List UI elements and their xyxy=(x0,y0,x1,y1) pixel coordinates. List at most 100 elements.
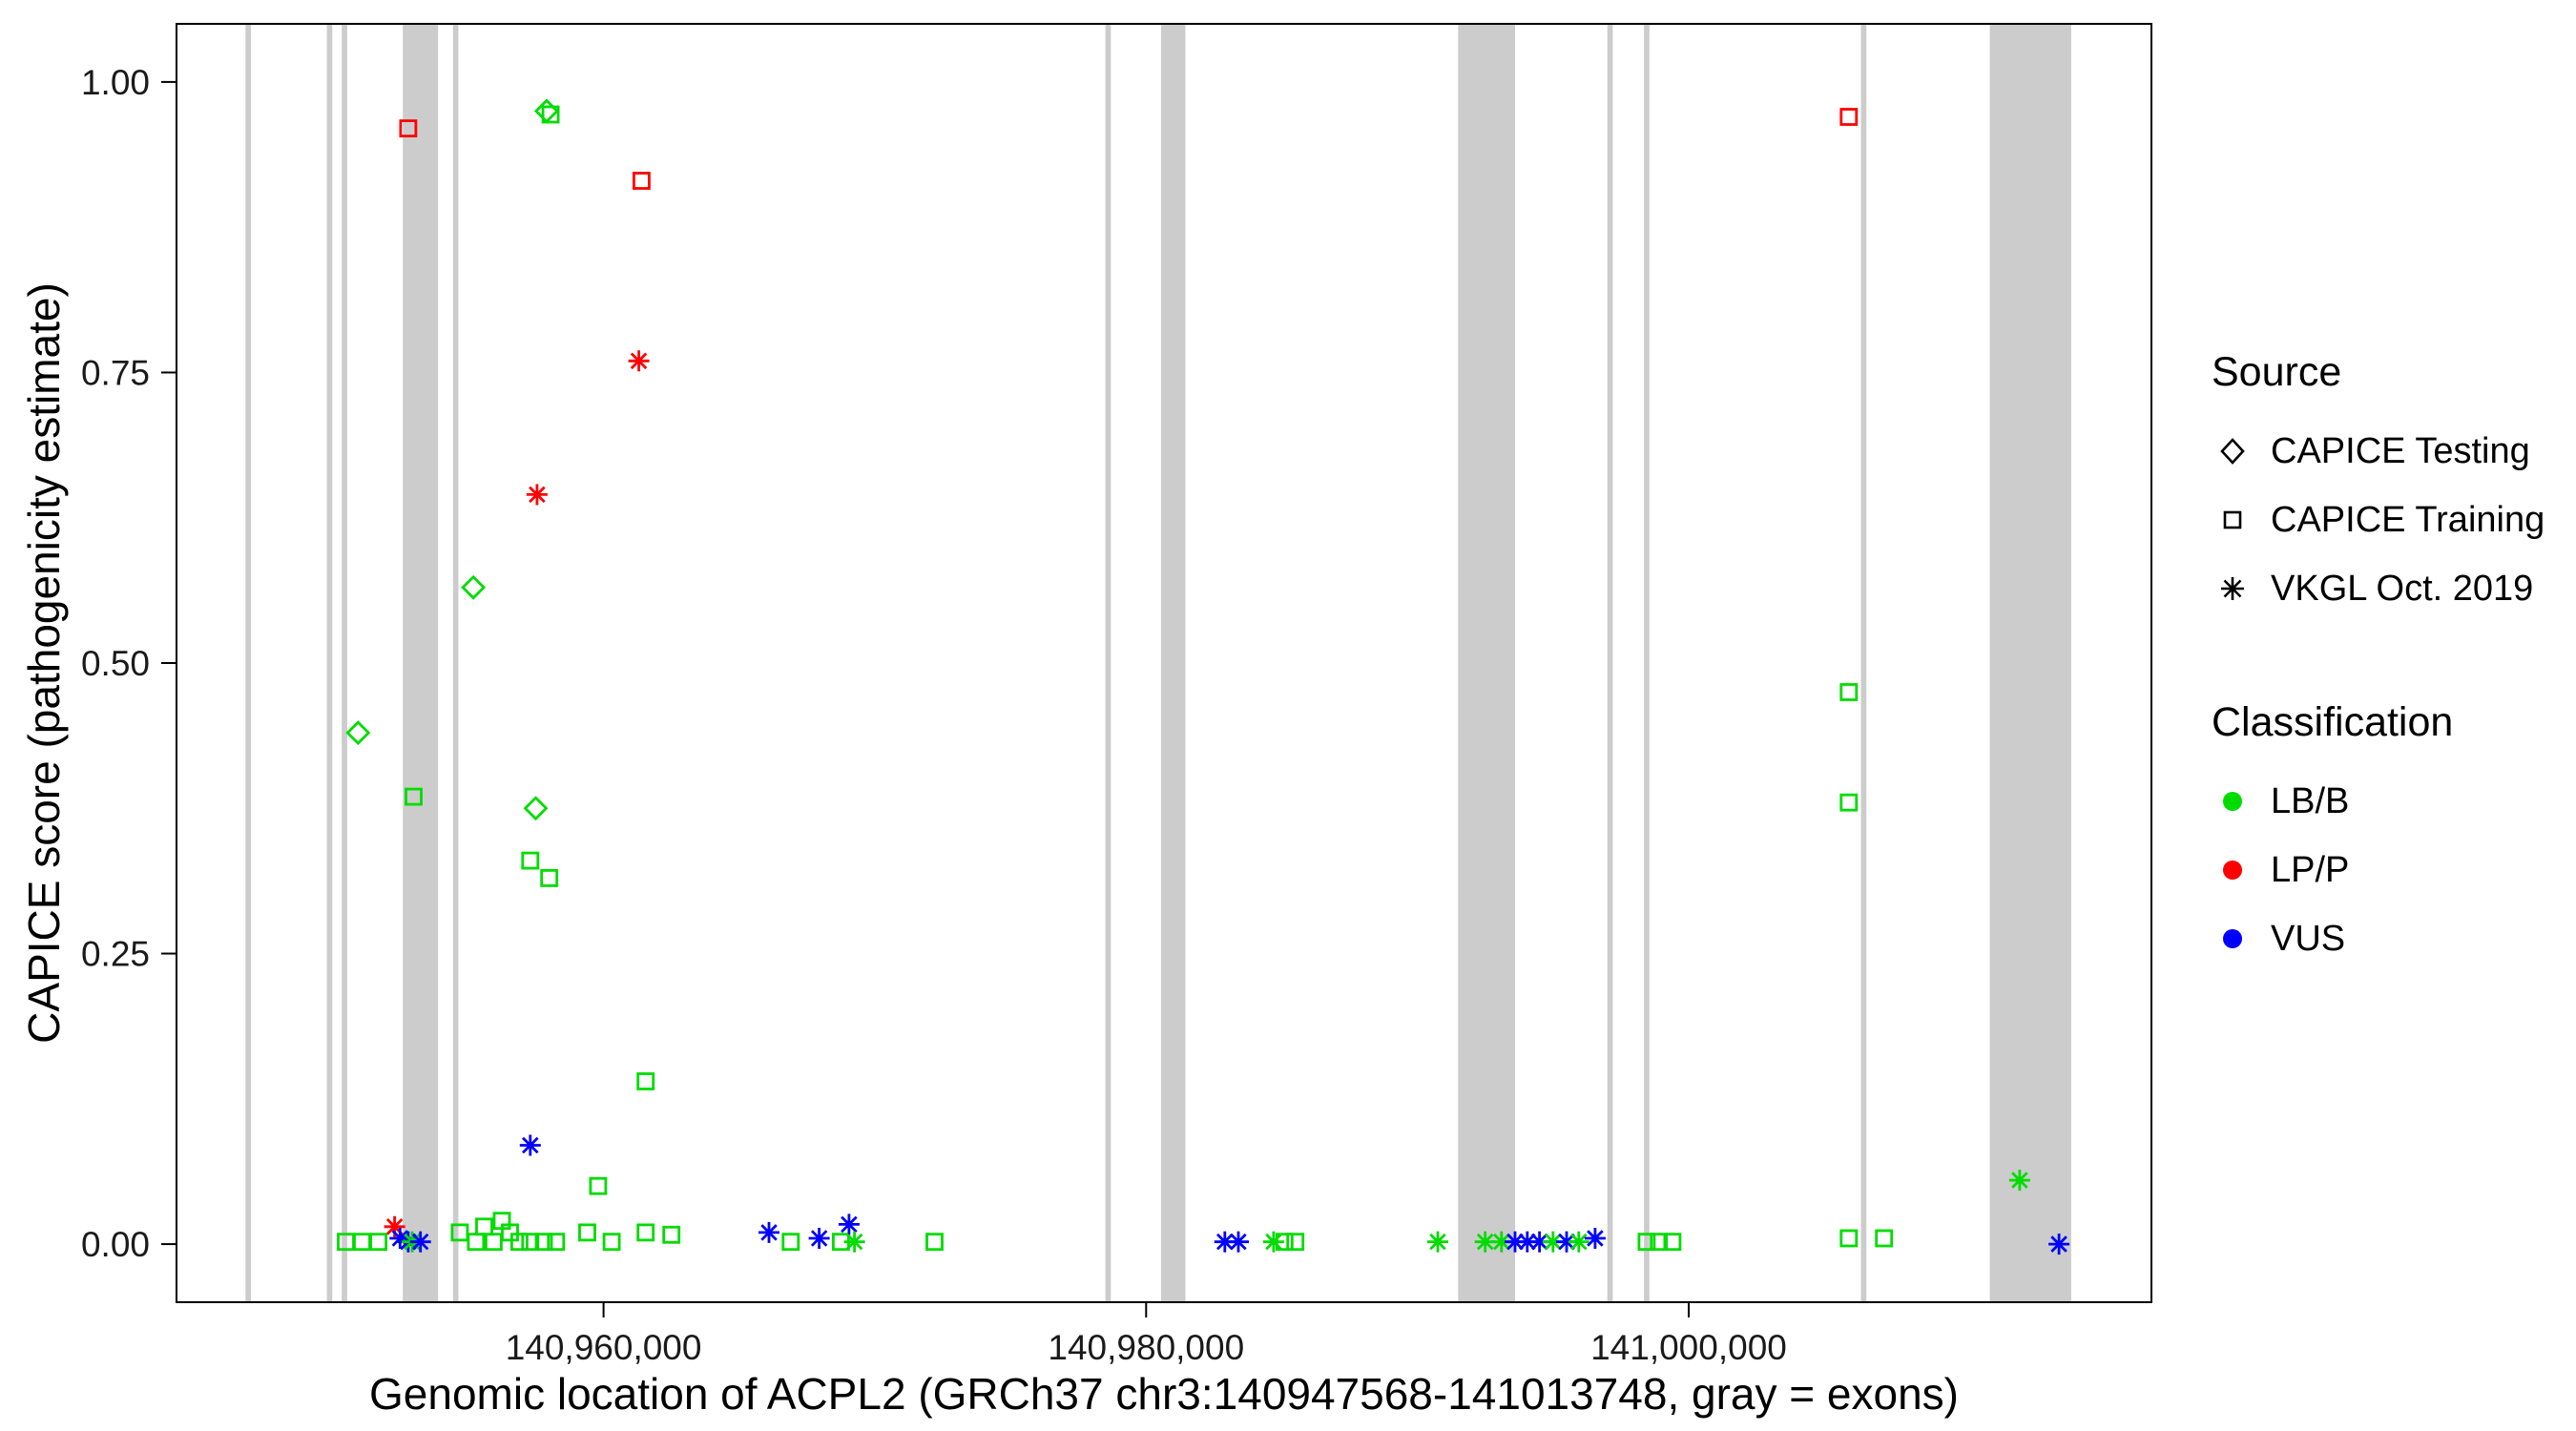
exon-bar xyxy=(403,24,439,1302)
data-point xyxy=(1875,1229,1894,1248)
data-point xyxy=(450,1223,469,1242)
exon-bar xyxy=(452,24,459,1302)
data-point xyxy=(409,1231,431,1253)
x-tick-label: 140,980,000 xyxy=(1048,1328,1244,1367)
data-point xyxy=(1663,1233,1682,1252)
legend-item-lpp: LP/P xyxy=(2212,836,2545,904)
data-point xyxy=(521,851,540,870)
y-tick-label: 0.25 xyxy=(81,935,150,974)
data-point xyxy=(1275,1233,1294,1252)
lpp-dot-icon xyxy=(2212,849,2254,891)
data-point xyxy=(369,1233,388,1252)
square-icon xyxy=(2212,499,2254,541)
data-point xyxy=(389,1228,411,1249)
data-point xyxy=(484,1233,503,1252)
x-tick-label: 140,960,000 xyxy=(506,1328,702,1367)
data-point xyxy=(405,787,423,806)
data-point xyxy=(540,869,559,887)
data-point xyxy=(467,1233,486,1252)
legend-item-label: CAPICE Testing xyxy=(2271,430,2530,471)
data-point xyxy=(1228,1231,1249,1253)
exon-bar xyxy=(1607,24,1613,1302)
data-point xyxy=(602,1233,621,1252)
data-point xyxy=(1839,793,1859,812)
data-point xyxy=(578,1223,596,1242)
data-point xyxy=(547,1233,566,1252)
legend-item-capice-testing: CAPICE Testing xyxy=(2212,417,2545,486)
data-point xyxy=(758,1221,779,1243)
data-point xyxy=(636,1223,655,1242)
data-point xyxy=(838,1213,860,1235)
data-point xyxy=(501,1223,519,1242)
exon-bar xyxy=(1989,24,2071,1302)
data-point xyxy=(628,350,650,372)
legend-item-lbb: LB/B xyxy=(2212,767,2545,836)
legend-item-vus: VUS xyxy=(2212,904,2545,973)
legend-source-title: Source xyxy=(2212,349,2342,395)
y-axis-title: CAPICE score (pathogenicity estimate) xyxy=(19,282,69,1044)
data-point xyxy=(2008,1170,2030,1192)
data-point xyxy=(534,1233,553,1252)
data-point xyxy=(1568,1231,1589,1253)
data-point xyxy=(1427,1231,1448,1253)
diamond-icon xyxy=(2212,430,2254,472)
x-tick-label: 141,000,000 xyxy=(1590,1328,1787,1367)
data-point xyxy=(521,1233,540,1252)
data-point xyxy=(353,1233,371,1252)
data-point xyxy=(1637,1233,1656,1252)
exon-bar xyxy=(1644,24,1650,1302)
data-point xyxy=(519,1134,541,1156)
data-point xyxy=(636,1072,655,1090)
y-tick-label: 1.00 xyxy=(81,63,150,102)
exon-bar xyxy=(1105,24,1111,1302)
legend-item-capice-training: CAPICE Training xyxy=(2212,486,2545,554)
data-point xyxy=(345,720,371,746)
asterisk-icon xyxy=(2212,568,2254,610)
data-point xyxy=(2048,1234,2070,1255)
data-point xyxy=(781,1233,800,1252)
legend-item-vkgl: VKGL Oct. 2019 xyxy=(2212,554,2545,623)
data-point xyxy=(925,1233,944,1252)
exon-bar xyxy=(245,24,251,1302)
y-tick-label: 0.00 xyxy=(81,1225,150,1264)
y-tick-label: 0.75 xyxy=(81,353,150,392)
legend-item-label: LB/B xyxy=(2271,780,2350,821)
data-point xyxy=(523,796,549,821)
data-point xyxy=(662,1225,681,1244)
data-point xyxy=(1650,1233,1669,1252)
data-point xyxy=(1839,108,1859,126)
x-axis-title: Genomic location of ACPL2 (GRCh37 chr3:1… xyxy=(369,1369,1959,1419)
data-point xyxy=(633,172,651,190)
data-point xyxy=(475,1217,493,1236)
y-tick-label: 0.50 xyxy=(81,644,150,683)
data-point xyxy=(1839,683,1859,701)
data-point xyxy=(461,574,487,600)
legend-item-label: VKGL Oct. 2019 xyxy=(2271,568,2534,609)
data-point xyxy=(399,119,418,137)
exon-bar xyxy=(342,24,347,1302)
exon-bar xyxy=(1458,24,1515,1302)
legend-source: Source CAPICE Testing CAPICE Training xyxy=(2212,349,2545,623)
exon-bar xyxy=(1160,24,1186,1302)
exon-bar xyxy=(1860,24,1867,1302)
data-point xyxy=(526,484,548,506)
data-point xyxy=(533,98,559,124)
data-point xyxy=(843,1231,865,1253)
data-point xyxy=(589,1176,608,1195)
data-point xyxy=(1286,1233,1305,1252)
data-point xyxy=(808,1228,830,1249)
data-point xyxy=(1516,1231,1538,1253)
data-point xyxy=(541,105,560,124)
legend-classification: Classification LB/B LP/P VUS xyxy=(2212,699,2545,973)
lbb-dot-icon xyxy=(2212,780,2254,822)
legend-classification-title: Classification xyxy=(2212,699,2454,745)
legend-item-label: LP/P xyxy=(2271,849,2350,890)
vus-dot-icon xyxy=(2212,918,2254,960)
legend-item-label: VUS xyxy=(2271,918,2346,959)
data-point xyxy=(1839,1229,1859,1248)
data-point xyxy=(1262,1231,1284,1253)
data-point xyxy=(510,1233,529,1252)
legend: Source CAPICE Testing CAPICE Training xyxy=(2212,349,2545,973)
